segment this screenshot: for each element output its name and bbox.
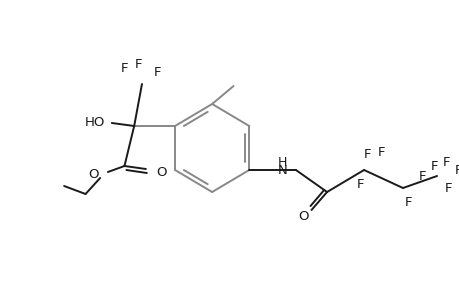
Text: F: F (418, 169, 425, 182)
Text: F: F (134, 58, 141, 70)
Text: HO: HO (84, 116, 105, 130)
Text: O: O (89, 167, 99, 181)
Text: N: N (277, 164, 286, 176)
Text: F: F (153, 65, 161, 79)
Text: O: O (156, 166, 167, 178)
Text: F: F (444, 182, 452, 194)
Text: O: O (298, 211, 308, 224)
Text: F: F (364, 148, 371, 160)
Text: F: F (404, 196, 412, 208)
Text: F: F (442, 155, 449, 169)
Text: F: F (430, 160, 437, 172)
Text: F: F (120, 62, 128, 76)
Text: H: H (277, 155, 286, 169)
Text: F: F (453, 164, 459, 176)
Text: F: F (377, 146, 385, 158)
Text: F: F (356, 178, 363, 190)
